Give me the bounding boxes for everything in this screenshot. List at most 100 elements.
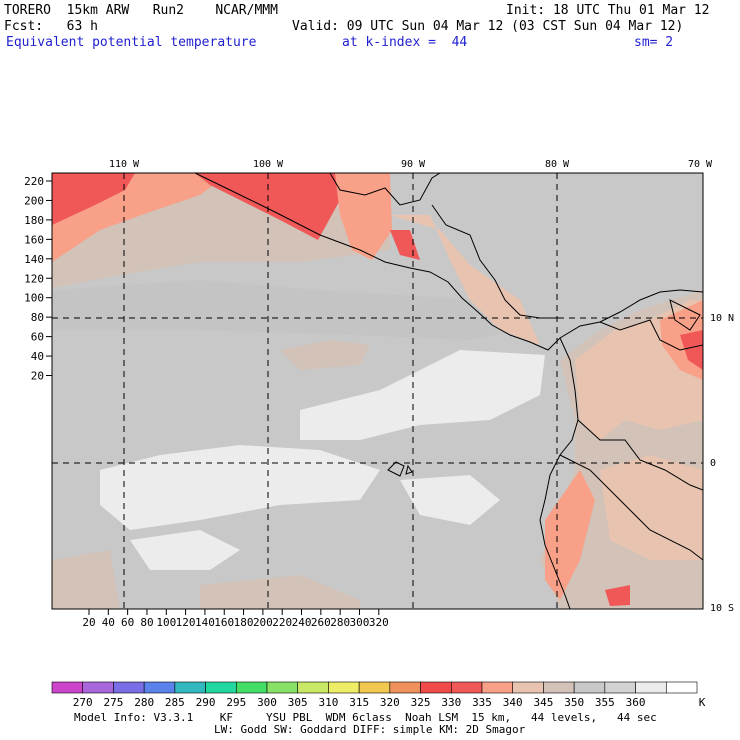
ecuador-border (577, 419, 703, 491)
patch-350-c (200, 575, 360, 609)
model-info: Model Info: V3.3.1 KF YSU PBL WDM 6class… (74, 711, 657, 724)
legend-swatch (51, 681, 84, 694)
legend-swatch (665, 681, 698, 694)
legend-label: 270 (73, 696, 93, 709)
level-index: at k-index = 44 (342, 35, 468, 50)
patch-335 (605, 585, 630, 606)
legend-swatch (635, 681, 667, 694)
y-tick-label: 20 (31, 370, 44, 383)
legend-swatch (266, 681, 299, 694)
legend-swatch (235, 681, 268, 694)
legend-swatch (113, 681, 145, 694)
latitude-label: 0 (710, 458, 716, 469)
legend-label: 310 (318, 696, 338, 709)
legend-label: 325 (411, 696, 431, 709)
gulf-coast (329, 173, 441, 206)
y-tick-label: 160 (24, 233, 44, 246)
map-frame (51, 172, 704, 610)
x-tick-label: 300 (350, 616, 370, 629)
band-360-b (100, 445, 380, 530)
x-tick-label: 240 (292, 616, 312, 629)
amazon-345 (600, 455, 703, 560)
run-title: TORERO 15km ARW Run2 NCAR/MMM (4, 3, 278, 18)
y-tick-label: 220 (24, 175, 44, 188)
legend-swatch (389, 681, 421, 694)
physics-info: LW: Godd SW: Goddard DIFF: simple KM: 2D… (214, 723, 526, 736)
x-tick-label: 280 (330, 616, 350, 629)
legend-unit: K (699, 696, 706, 709)
legend-label: 345 (533, 696, 553, 709)
band-355 (52, 280, 520, 340)
forecast-hour: Fcst: 63 h (4, 19, 98, 34)
legend-label: 300 (257, 696, 277, 709)
x-tick-label: 200 (253, 616, 273, 629)
legend-label: 280 (134, 696, 154, 709)
y-tick-label: 120 (24, 272, 44, 285)
y-tick-label: 140 (24, 253, 44, 266)
field-shading (52, 173, 703, 609)
longitude-label: 70 W (688, 159, 713, 170)
band-360-c (130, 530, 240, 570)
legend-label: 295 (226, 696, 246, 709)
legend-label: 315 (349, 696, 369, 709)
longitude-label: 110 W (109, 159, 140, 170)
pacific-coast (194, 173, 703, 351)
legend-swatch (205, 681, 237, 694)
legend-swatch (420, 681, 452, 694)
legend-swatch (328, 681, 360, 694)
valid-time: Valid: 09 UTC Sun 04 Mar 12 (03 CST Sun … (292, 19, 684, 34)
legend-label: 340 (503, 696, 523, 709)
patch-350-a (280, 340, 370, 370)
band-335 (52, 173, 135, 225)
x-tick-label: 100 (156, 616, 176, 629)
lake-maracaibo (669, 299, 701, 331)
y-tick-label: 180 (24, 214, 44, 227)
legend-label: 335 (472, 696, 492, 709)
legend-swatch (512, 681, 544, 694)
central-america-345 (390, 215, 540, 345)
x-tick-label: 120 (176, 616, 196, 629)
legend-label: 305 (288, 696, 308, 709)
legend-swatch (481, 681, 514, 694)
galapagos (387, 461, 413, 477)
patch-350-b (52, 550, 120, 609)
y-tick-label: 200 (24, 194, 44, 207)
legend-swatch (143, 681, 176, 694)
caribbean-coast (431, 204, 562, 319)
x-tick-label: 260 (311, 616, 331, 629)
legend-swatch (604, 681, 636, 694)
y-tick-label: 60 (31, 331, 44, 344)
x-tick-label: 220 (272, 616, 292, 629)
legend-swatch (358, 681, 391, 694)
x-tick-label: 60 (121, 616, 134, 629)
legend-swatch (450, 681, 483, 694)
longitude-label: 100 W (253, 159, 284, 170)
legend-label: 350 (564, 696, 584, 709)
legend-label: 330 (441, 696, 461, 709)
x-tick-label: 140 (195, 616, 215, 629)
init-time: Init: 18 UTC Thu 01 Mar 12 (506, 3, 710, 18)
field-name: Equivalent potential temperature (6, 35, 257, 50)
legend-label: 290 (196, 696, 216, 709)
longitude-label: 80 W (545, 159, 570, 170)
x-tick-label: 160 (214, 616, 234, 629)
color-legend: 270 275 280 285 290 295 300 305 310 315 320 325 330 3… (51, 681, 706, 709)
legend-label: 360 (626, 696, 646, 709)
graticule (52, 173, 703, 609)
y-tick-label: 80 (31, 311, 44, 324)
legend-label: 275 (103, 696, 123, 709)
latitude-label: 10 S (710, 603, 734, 614)
legend-swatch (297, 681, 329, 694)
legend-swatch (573, 681, 606, 694)
band-340-coast (335, 173, 392, 260)
latitude-label: 10 N (710, 313, 734, 324)
smoothing: sm= 2 (634, 35, 674, 50)
band-360-d (400, 475, 500, 525)
legend-label: 320 (380, 696, 400, 709)
longitude-label: 90 W (401, 159, 426, 170)
coastlines (194, 173, 703, 609)
x-tick-label: 40 (102, 616, 115, 629)
legend-label: 355 (595, 696, 615, 709)
